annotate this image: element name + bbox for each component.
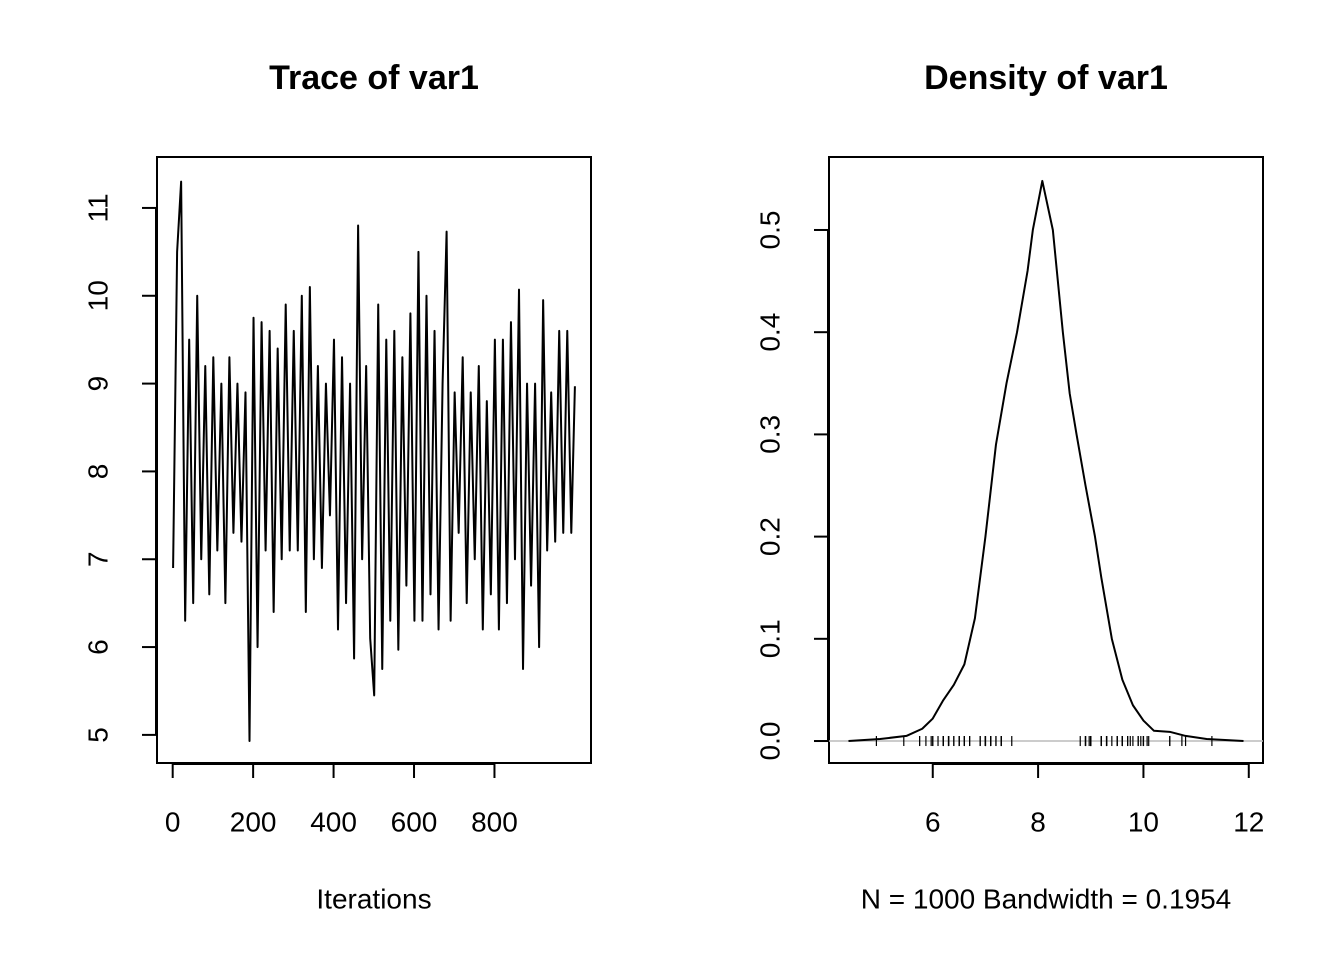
x-tick-label: 12 (1233, 806, 1264, 837)
x-axis-label: N = 1000 Bandwidth = 0.1954 (861, 883, 1232, 914)
x-tick-label: 8 (1030, 806, 1046, 837)
x-tick-label: 10 (1128, 806, 1159, 837)
x-axis-label: Iterations (316, 883, 431, 914)
x-tick-label: 600 (391, 806, 438, 837)
plot-box (828, 156, 1264, 764)
y-tick-label: 0.2 (754, 517, 785, 556)
chart-title: Density of var1 (924, 59, 1168, 97)
x-tick-label: 6 (925, 806, 941, 837)
data-line (172, 180, 576, 743)
y-tick-label: 6 (82, 639, 113, 655)
y-tick-label: 0.5 (754, 211, 785, 250)
y-tick-label: 11 (82, 193, 113, 222)
y-tick-label: 0.1 (754, 619, 785, 658)
x-tick-label: 400 (310, 806, 357, 837)
y-tick-label: 10 (82, 280, 113, 311)
y-tick-label: 0.3 (754, 415, 785, 454)
x-tick-label: 200 (230, 806, 277, 837)
y-tick-label: 7 (82, 551, 113, 567)
y-tick-label: 0.4 (754, 313, 785, 352)
y-tick-label: 9 (82, 376, 113, 392)
y-tick-label: 8 (82, 464, 113, 480)
chart-title: Trace of var1 (269, 59, 479, 97)
y-tick-label: 0.0 (754, 722, 785, 761)
x-tick-label: 0 (165, 806, 181, 837)
y-tick-label: 5 (82, 727, 113, 743)
data-line (848, 179, 1244, 743)
x-tick-label: 800 (471, 806, 518, 837)
